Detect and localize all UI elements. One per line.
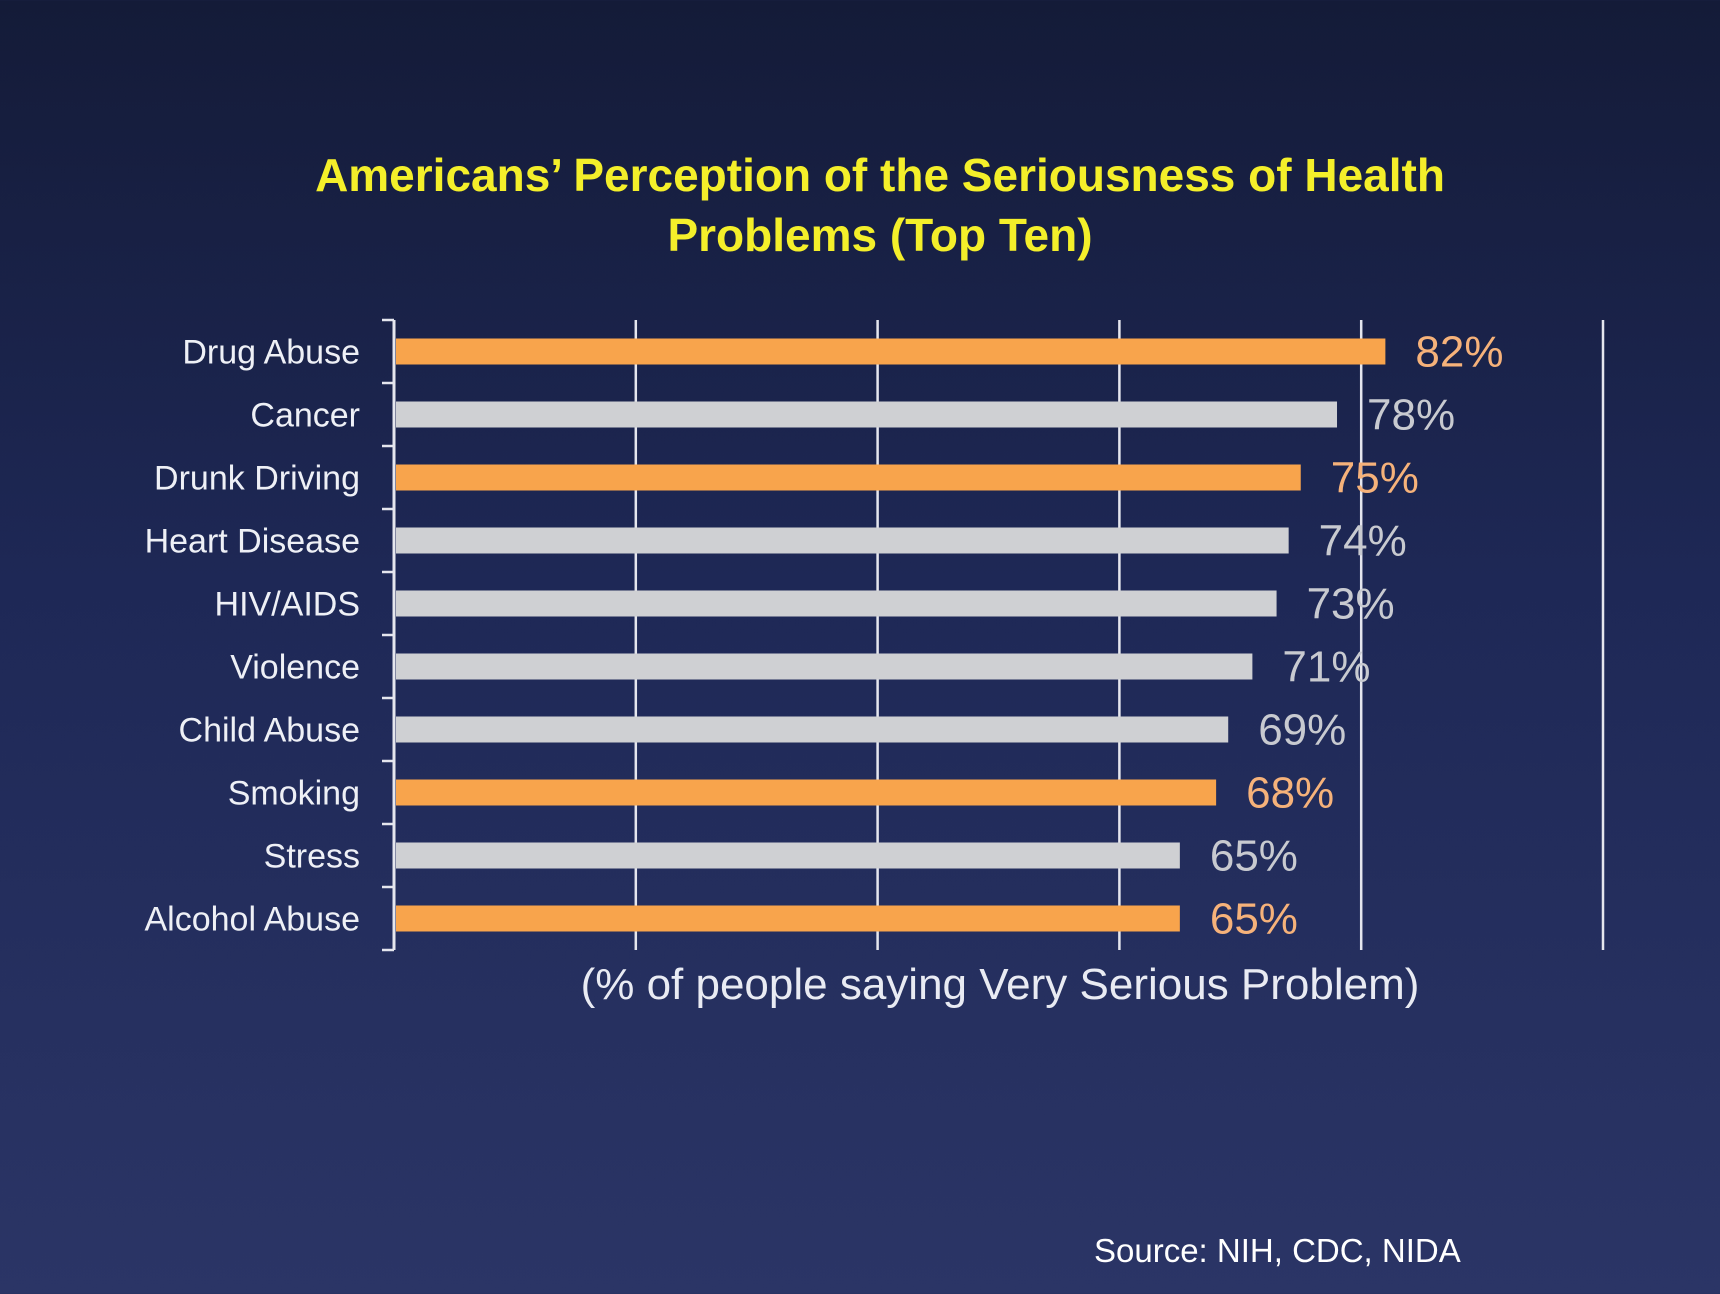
y-tick-label: Drug Abuse (182, 334, 360, 372)
data-label: 71% (1282, 643, 1370, 692)
data-label: 69% (1258, 706, 1346, 755)
y-tick-label: Smoking (228, 775, 360, 813)
data-label: 65% (1210, 832, 1298, 881)
y-tick-label: Drunk Driving (154, 460, 360, 498)
bar (396, 716, 1229, 743)
data-label: 74% (1319, 517, 1407, 566)
bar (396, 779, 1217, 806)
bar (396, 653, 1253, 680)
y-tick-label: Stress (264, 838, 360, 876)
chart-title: Americans’ Perception of the Seriousness… (0, 145, 1720, 265)
bar (396, 338, 1386, 365)
y-tick-label: Child Abuse (179, 712, 360, 750)
bar (396, 464, 1301, 491)
data-label: 78% (1367, 391, 1455, 440)
x-axis-label: (% of people saying Very Serious Problem… (580, 960, 1420, 1009)
bar (396, 842, 1180, 869)
data-label: 75% (1331, 454, 1419, 503)
bar (396, 590, 1277, 617)
y-tick-label: Heart Disease (145, 523, 360, 561)
data-label: 73% (1307, 580, 1395, 629)
bar (396, 401, 1338, 428)
chart-title-line-1: Americans’ Perception of the Seriousness… (315, 149, 1445, 201)
chart-title-line-2: Problems (Top Ten) (667, 209, 1093, 261)
data-label: 82% (1415, 328, 1503, 377)
y-tick-label: Alcohol Abuse (145, 901, 361, 939)
y-tick-label: Cancer (250, 397, 360, 435)
y-tick-label: HIV/AIDS (215, 586, 360, 624)
bar (396, 905, 1180, 932)
data-label: 68% (1246, 769, 1334, 818)
data-label: 65% (1210, 895, 1298, 944)
bar (396, 527, 1289, 554)
y-tick-label: Violence (230, 649, 360, 687)
source-note: Source: NIH, CDC, NIDA (1094, 1232, 1461, 1269)
